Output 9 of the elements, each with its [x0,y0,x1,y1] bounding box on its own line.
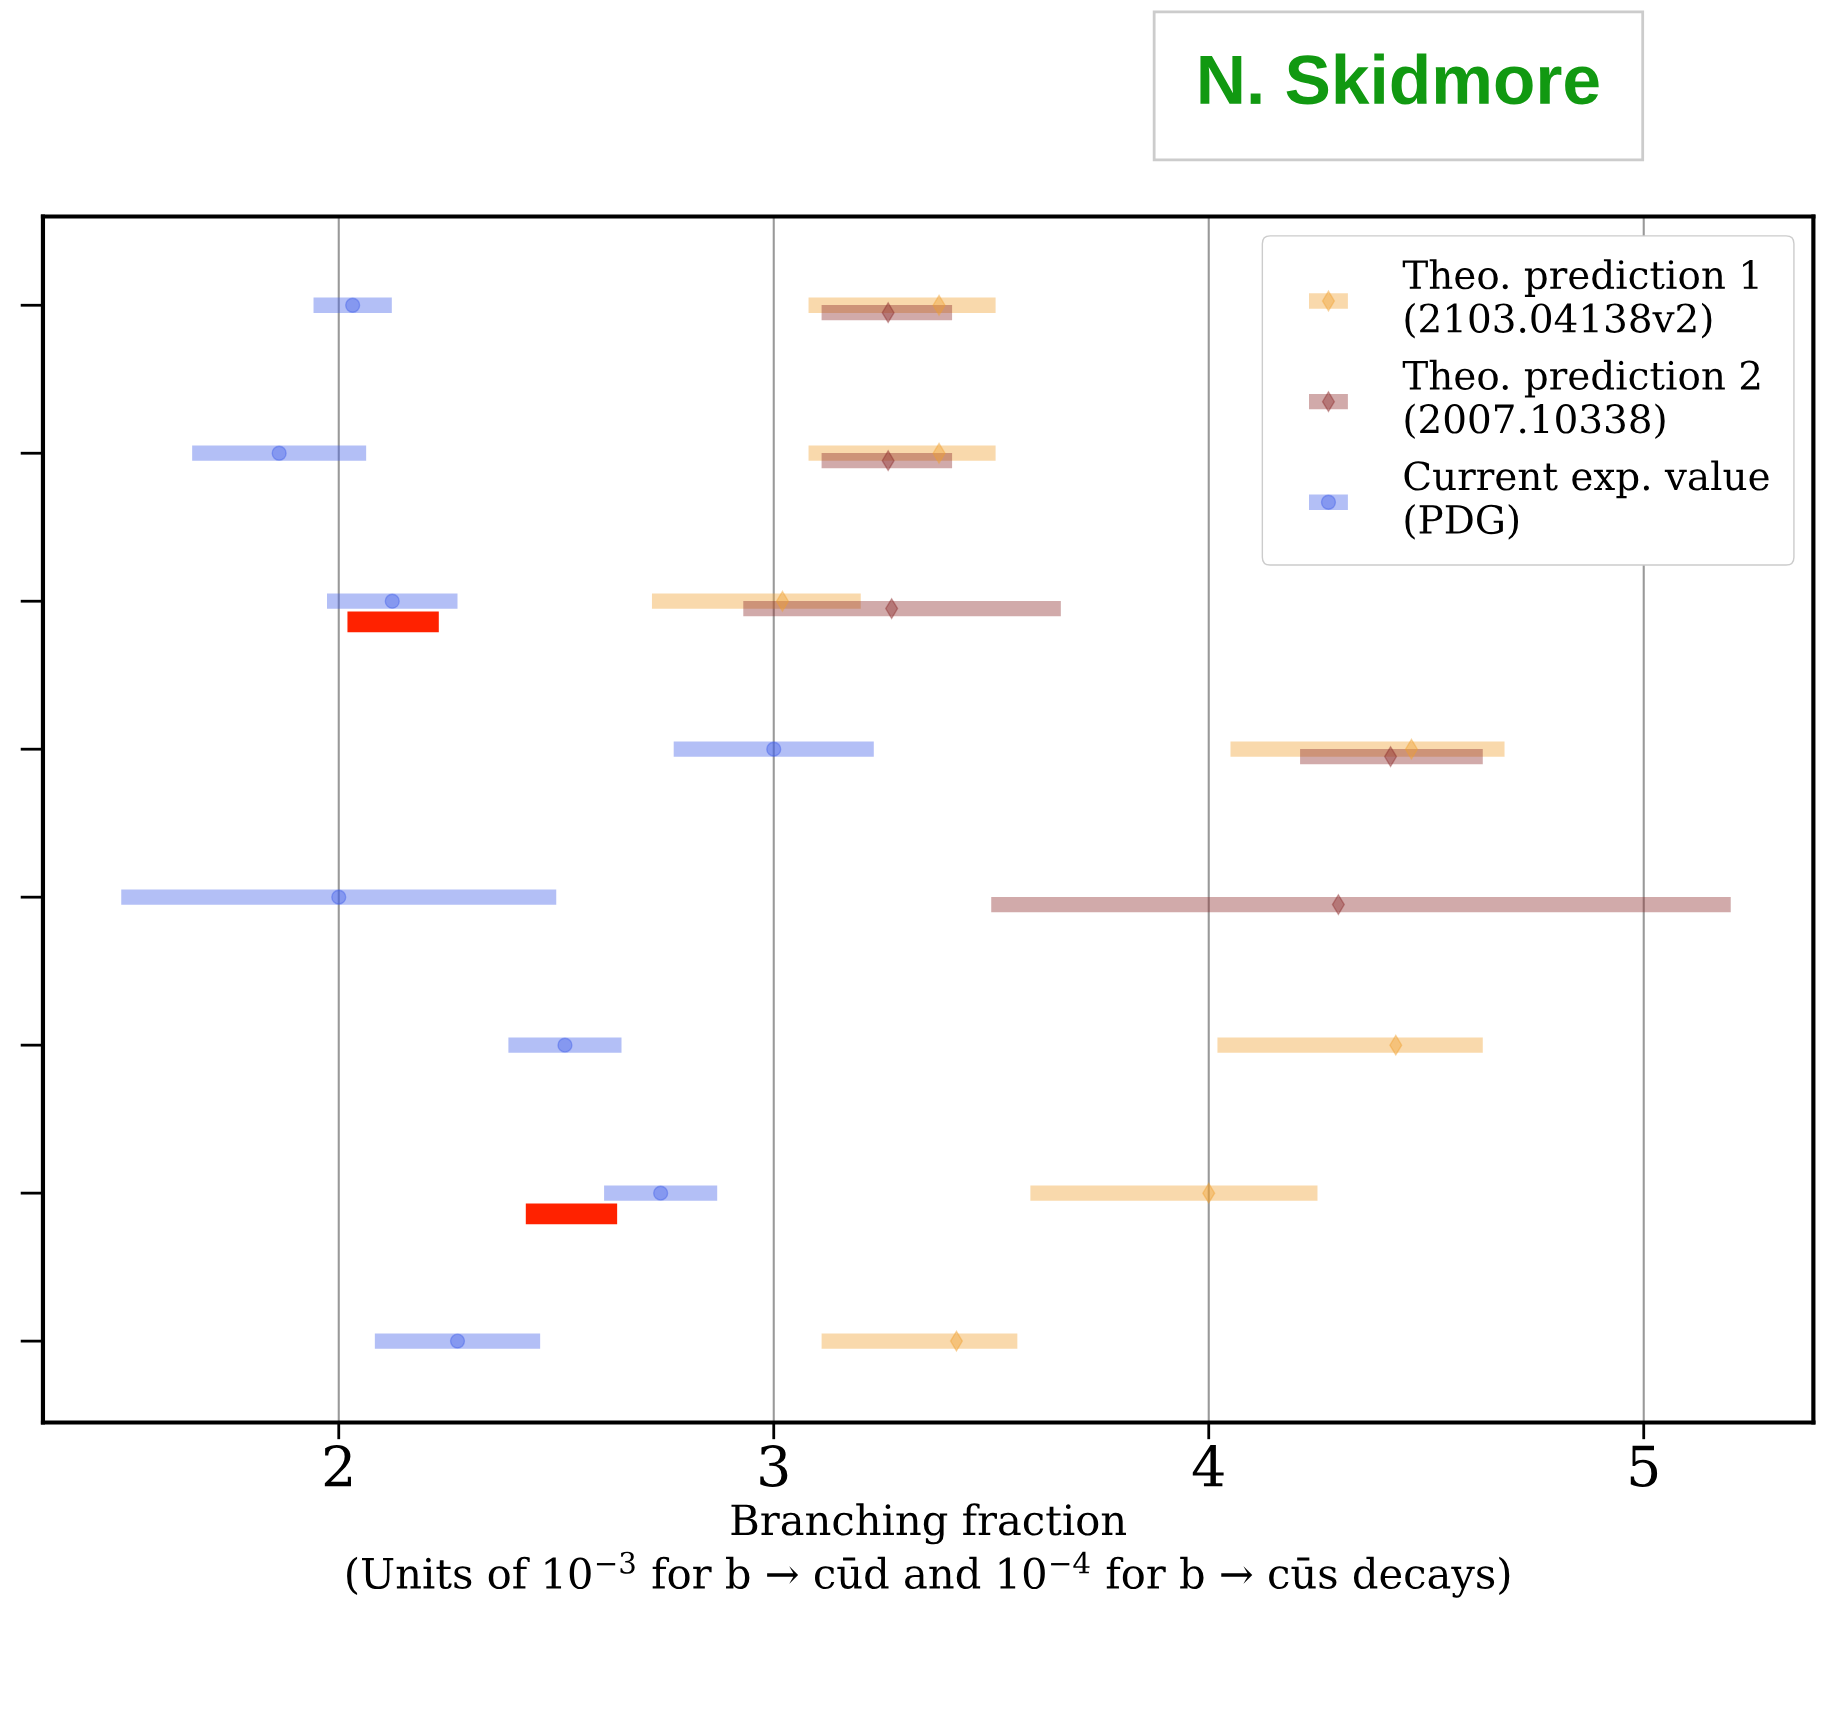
legend-label: Theo. prediction 2 (2007.10338) [1402,359,1760,440]
x-tick-label: 4 [1192,1445,1224,1487]
x-tick-label: 2 [324,1445,351,1487]
legend-label: Current exp. value (PDG) [1404,460,1769,540]
x-tick-label: 3 [760,1445,788,1488]
legend-label: Theo. prediction 1 (2103.04138v2) [1402,259,1758,339]
x-tick-label: 5 [1630,1445,1658,1488]
text: N. Skidmore [1200,53,1599,105]
text: Branching fraction (Units of 10$^{−3}$ for b → cūd and 10$^{−4}$ for b → cūs decays) [347,1503,1510,1598]
